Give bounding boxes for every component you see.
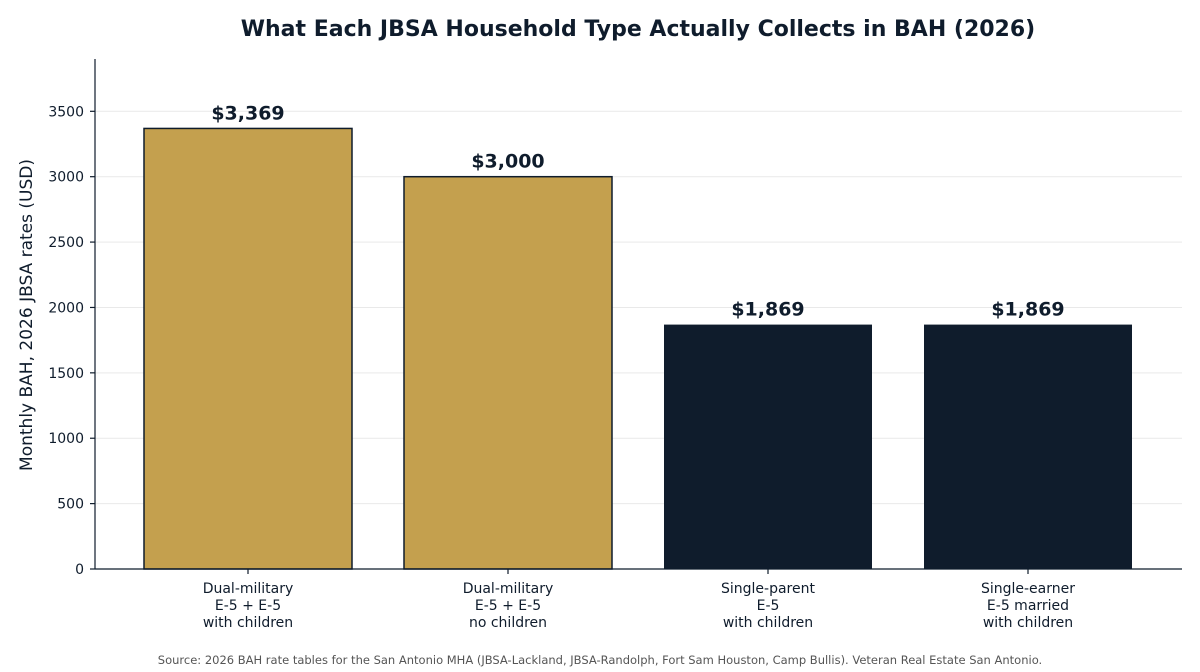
data-label: $3,369	[211, 102, 284, 124]
bar	[924, 324, 1132, 569]
data-label: $1,869	[731, 299, 804, 321]
y-tick-label: 1500	[48, 366, 84, 382]
y-tick-label: 3000	[48, 170, 84, 186]
bar	[664, 324, 872, 569]
y-tick-label: 500	[57, 497, 84, 513]
bar	[143, 127, 353, 570]
x-tick-labels: Dual-military E-5 + E-5 with childrenDual-…	[203, 581, 1076, 631]
x-tick-label-line: with children	[983, 615, 1073, 631]
x-tick-label-line: Single-earner	[981, 581, 1075, 597]
x-tick-label-line: no children	[469, 615, 547, 631]
chart-title: What Each JBSA Household Type Actually C…	[241, 17, 1035, 42]
y-tick-labels: 0 500 1000 1500 2000 2500 3000 3500	[48, 104, 84, 578]
x-tick-label: Dual-military E-5 + E-5 with children	[203, 581, 294, 631]
x-tick-label: Single-parent E-5 with children	[721, 581, 815, 631]
y-tick-label: 1000	[48, 431, 84, 447]
x-tick-label-line: Dual-military	[203, 581, 294, 597]
x-tick-label-line: Single-parent	[721, 581, 815, 597]
x-tick-label-line: E-5 + E-5	[475, 598, 541, 614]
x-tick-label-line: with children	[723, 615, 813, 631]
x-tick-label: Dual-military E-5 + E-5 no children	[463, 581, 554, 631]
y-tick-label: 2000	[48, 300, 84, 316]
y-tick-label: 2500	[48, 235, 84, 251]
source-note: Source: 2026 BAH rate tables for the San…	[158, 653, 1042, 667]
x-tick-label: Single-earner E-5 married with children	[981, 581, 1075, 631]
x-tick-label-line: E-5 + E-5	[215, 598, 281, 614]
x-tick-label-line: with children	[203, 615, 293, 631]
x-tick-label-line: E-5	[757, 598, 780, 614]
data-labels: $3,369 $3,000 $1,869 $1,869	[211, 102, 1064, 320]
bars	[143, 127, 1132, 570]
data-label: $3,000	[471, 151, 544, 173]
data-label: $1,869	[991, 299, 1064, 321]
y-axis-label: Monthly BAH, 2026 JBSA rates (USD)	[17, 159, 37, 471]
bar	[403, 175, 613, 570]
x-tick-label-line: Dual-military	[463, 581, 554, 597]
y-tick-label: 0	[75, 562, 84, 578]
y-tick-label: 3500	[48, 104, 84, 120]
x-tick-label-line: E-5 married	[987, 598, 1069, 614]
axes	[90, 59, 1182, 574]
